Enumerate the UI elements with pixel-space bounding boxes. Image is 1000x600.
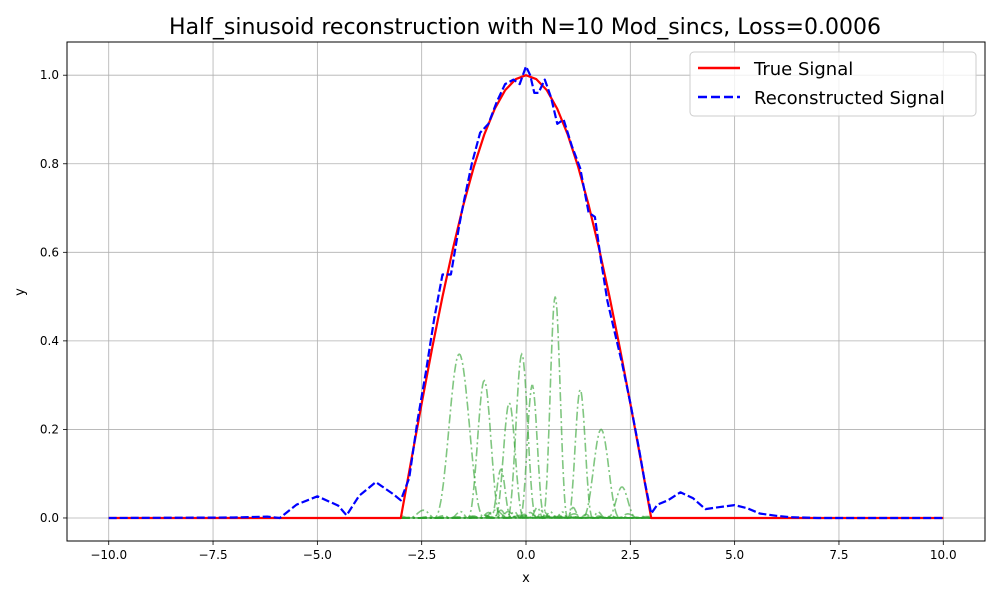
x-tick-label: −10.0 [90, 548, 127, 562]
reconstructed-signal-line [108, 65, 944, 520]
x-axis-label: x [522, 571, 530, 586]
x-tick-label: −5.0 [303, 548, 332, 562]
legend-label-true-signal: True Signal [753, 59, 853, 80]
x-tick-label: 7.5 [829, 548, 848, 562]
series-lines [108, 65, 944, 520]
y-tick-label: 1.0 [40, 68, 59, 82]
x-tick-label: −2.5 [407, 548, 436, 562]
x-tick-label: 0.0 [516, 548, 535, 562]
legend-box [689, 51, 977, 117]
legend: True Signal Reconstructed Signal [689, 51, 977, 117]
y-tick-label: 0.6 [40, 245, 59, 259]
y-tick-label: 0.8 [40, 157, 59, 171]
x-tick-label: 5.0 [725, 548, 744, 562]
x-tick-label: −7.5 [198, 548, 227, 562]
y-axis-label: y [13, 288, 28, 296]
y-tick-label: 0.4 [40, 334, 59, 348]
true-signal-line [108, 74, 944, 520]
x-tick-label: 10.0 [930, 548, 957, 562]
y-ticks: 0.0 0.2 0.4 0.6 0.8 1.0 [40, 68, 67, 525]
chart-title: Half_sinusoid reconstruction with N=10 M… [169, 15, 881, 40]
x-ticks: −10.0 −7.5 −5.0 −2.5 0.0 2.5 5.0 7.5 10.0 [90, 541, 957, 562]
legend-label-reconstructed-signal: Reconstructed Signal [754, 88, 945, 109]
x-tick-label: 2.5 [621, 548, 640, 562]
y-tick-label: 0.2 [40, 422, 59, 436]
y-tick-label: 0.0 [40, 511, 59, 525]
